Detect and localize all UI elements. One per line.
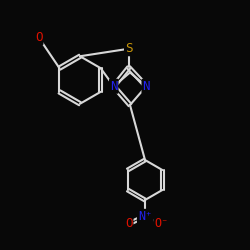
Text: N⁺: N⁺ [138,210,152,223]
Text: N: N [110,80,118,93]
Text: O⁻: O⁻ [154,217,168,230]
Text: N: N [142,80,150,93]
Text: O: O [35,31,42,44]
Text: S: S [125,42,132,55]
Text: O: O [125,217,132,230]
